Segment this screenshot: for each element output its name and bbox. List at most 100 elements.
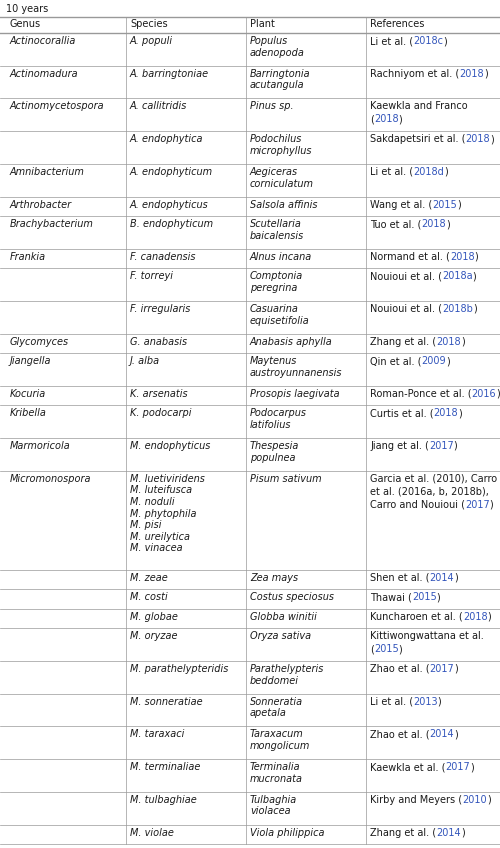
Text: K. arsenatis: K. arsenatis [130,389,188,399]
Text: Normand et al. (: Normand et al. ( [370,252,450,262]
Text: Plant: Plant [250,19,275,29]
Text: Terminalia
mucronata: Terminalia mucronata [250,762,303,784]
Text: 2015: 2015 [412,593,436,602]
Text: ): ) [454,729,458,739]
Text: Li et al. (: Li et al. ( [370,697,413,706]
Text: Marmoricola: Marmoricola [10,441,71,451]
Text: A. populi: A. populi [130,36,173,46]
Text: ): ) [398,644,402,654]
Text: References: References [370,19,424,29]
Text: 2017: 2017 [465,499,490,510]
Text: 2018c: 2018c [413,36,443,46]
Text: Wang et al. (: Wang et al. ( [370,199,432,209]
Text: 2018: 2018 [434,408,458,418]
Text: ): ) [398,114,402,125]
Text: A. endophyticum: A. endophyticum [130,167,213,177]
Text: Rachniyom et al. (: Rachniyom et al. ( [370,69,459,79]
Text: Parathelypteris
beddomei: Parathelypteris beddomei [250,664,324,685]
Text: et al. (2016a, b, 2018b),: et al. (2016a, b, 2018b), [370,487,489,497]
Text: Pisum sativum: Pisum sativum [250,474,322,483]
Text: Shen et al. (: Shen et al. ( [370,573,430,583]
Text: M. zeae: M. zeae [130,573,168,583]
Text: A. callitridis: A. callitridis [130,102,188,111]
Text: ): ) [472,271,476,282]
Text: ): ) [436,593,440,602]
Text: Jiang et al. (: Jiang et al. ( [370,441,429,451]
Text: ): ) [454,441,458,451]
Text: M. violae: M. violae [130,828,174,838]
Text: Scutellaria
baicalensis: Scutellaria baicalensis [250,219,304,241]
Text: Kuncharoen et al. (: Kuncharoen et al. ( [370,611,463,622]
Text: ): ) [458,408,462,418]
Text: Zhao et al. (: Zhao et al. ( [370,729,430,739]
Text: 2018: 2018 [436,337,461,347]
Text: Podocarpus
latifolius: Podocarpus latifolius [250,408,307,430]
Text: Kaewkla and Franco: Kaewkla and Franco [370,102,468,111]
Text: Brachybacterium: Brachybacterium [10,219,94,229]
Text: M. tulbaghiae: M. tulbaghiae [130,795,197,805]
Text: Kirby and Meyers (: Kirby and Meyers ( [370,795,462,805]
Text: 2018: 2018 [450,252,474,262]
Text: Prosopis laegivata: Prosopis laegivata [250,389,340,399]
Text: (: ( [370,644,374,654]
Text: Populus
adenopoda: Populus adenopoda [250,36,305,58]
Text: J. alba: J. alba [130,356,160,366]
Text: Zhang et al. (: Zhang et al. ( [370,828,436,838]
Text: Thespesia
populnea: Thespesia populnea [250,441,300,463]
Text: Qin et al. (: Qin et al. ( [370,356,422,366]
Text: A. endophytica: A. endophytica [130,134,204,144]
Text: ): ) [461,337,464,347]
Text: ): ) [470,762,474,773]
Text: M. oryzae: M. oryzae [130,631,178,641]
Text: ): ) [473,304,476,314]
Text: Tuo et al. (: Tuo et al. ( [370,219,422,229]
Text: ): ) [443,36,447,46]
Text: 2017: 2017 [429,441,454,451]
Text: Actinomadura: Actinomadura [10,69,78,79]
Text: Sonneratia
apetala: Sonneratia apetala [250,697,303,718]
Text: Kocuria: Kocuria [10,389,46,399]
Text: 2016: 2016 [472,389,496,399]
Text: M. sonneratiae: M. sonneratiae [130,697,202,706]
Text: Amnibacterium: Amnibacterium [10,167,85,177]
Text: ): ) [438,697,442,706]
Text: Carro and Nouioui (: Carro and Nouioui ( [370,499,465,510]
Text: Maytenus
austroyunnanensis: Maytenus austroyunnanensis [250,356,342,377]
Text: ): ) [454,664,458,674]
Text: M. globae: M. globae [130,611,178,622]
Text: Thawai (: Thawai ( [370,593,412,602]
Text: Nouioui et al. (: Nouioui et al. ( [370,304,442,314]
Text: Sakdapetsiri et al. (: Sakdapetsiri et al. ( [370,134,466,144]
Text: 2010: 2010 [462,795,487,805]
Text: 2018b: 2018b [442,304,473,314]
Text: Oryza sativa: Oryza sativa [250,631,311,641]
Text: Comptonia
peregrina: Comptonia peregrina [250,271,303,293]
Text: 2017: 2017 [430,664,454,674]
Text: Nouioui et al. (: Nouioui et al. ( [370,271,442,282]
Text: 2014: 2014 [430,729,454,739]
Text: ): ) [484,69,488,79]
Text: Garcia et al. (2010), Carro: Garcia et al. (2010), Carro [370,474,497,483]
Text: Kaewkla et al. (: Kaewkla et al. ( [370,762,446,773]
Text: 2013: 2013 [413,697,438,706]
Text: 2018: 2018 [374,114,398,125]
Text: 2018: 2018 [466,134,490,144]
Text: ): ) [496,389,500,399]
Text: 2018: 2018 [459,69,484,79]
Text: Aegiceras
corniculatum: Aegiceras corniculatum [250,167,314,188]
Text: ): ) [474,252,478,262]
Text: ): ) [444,167,448,177]
Text: Zea mays: Zea mays [250,573,298,583]
Text: B. endophyticum: B. endophyticum [130,219,213,229]
Text: ): ) [490,499,494,510]
Text: G. anabasis: G. anabasis [130,337,187,347]
Text: Viola philippica: Viola philippica [250,828,324,838]
Text: 2014: 2014 [436,828,461,838]
Text: Micromonospora: Micromonospora [10,474,92,483]
Text: Actinomycetospora: Actinomycetospora [10,102,104,111]
Text: A. endophyticus: A. endophyticus [130,199,209,209]
Text: Glycomyces: Glycomyces [10,337,69,347]
Text: ): ) [446,356,450,366]
Text: ): ) [457,199,461,209]
Text: 2018: 2018 [463,611,487,622]
